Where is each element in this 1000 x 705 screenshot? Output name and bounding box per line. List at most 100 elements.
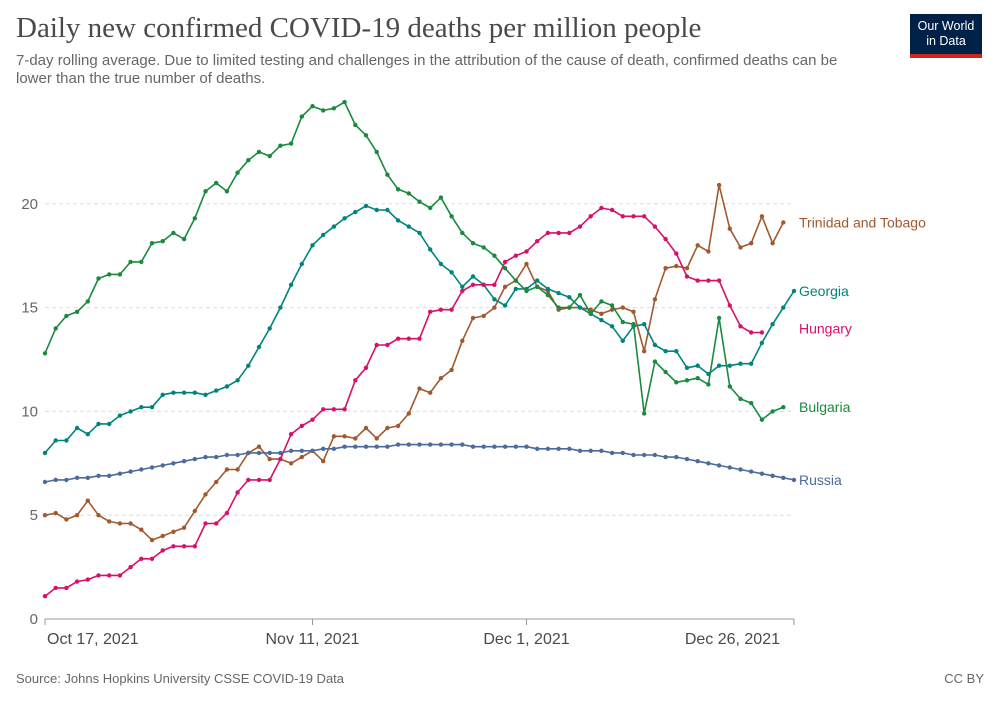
- data-point-trinidad-and-tobago-63[interactable]: [716, 182, 722, 188]
- data-point-georgia-61[interactable]: [695, 363, 700, 368]
- data-point-bulgaria-43[interactable]: [502, 266, 508, 271]
- data-point-hungary-49[interactable]: [567, 230, 572, 236]
- data-point-hungary-24[interactable]: [299, 423, 304, 429]
- data-point-hungary-22[interactable]: [278, 456, 283, 462]
- data-point-trinidad-and-tobago-58[interactable]: [663, 266, 668, 271]
- data-point-trinidad-and-tobago-60[interactable]: [684, 266, 690, 271]
- data-point-bulgaria-52[interactable]: [599, 299, 604, 304]
- data-point-hungary-54[interactable]: [620, 214, 625, 219]
- data-point-bulgaria-29[interactable]: [353, 122, 358, 128]
- data-point-hungary-66[interactable]: [749, 330, 754, 335]
- data-point-hungary-19[interactable]: [246, 477, 251, 483]
- data-point-georgia-42[interactable]: [492, 297, 497, 302]
- data-point-russia-24[interactable]: [299, 448, 304, 453]
- data-point-russia-52[interactable]: [599, 448, 604, 453]
- series-line-trinidad-and-tobago[interactable]: [44, 184, 785, 541]
- data-point-trinidad-and-tobago-62[interactable]: [706, 249, 711, 254]
- data-point-trinidad-and-tobago-15[interactable]: [203, 492, 208, 497]
- data-point-russia-12[interactable]: [171, 461, 176, 466]
- data-point-russia-7[interactable]: [117, 471, 123, 476]
- data-point-georgia-8[interactable]: [128, 409, 133, 414]
- data-point-georgia-6[interactable]: [107, 421, 112, 427]
- data-point-hungary-15[interactable]: [203, 521, 208, 526]
- data-point-russia-53[interactable]: [609, 450, 615, 456]
- data-point-bulgaria-63[interactable]: [716, 315, 722, 321]
- data-point-hungary-42[interactable]: [492, 282, 497, 287]
- data-point-georgia-3[interactable]: [74, 425, 80, 431]
- data-point-georgia-67[interactable]: [759, 340, 765, 346]
- data-point-georgia-0[interactable]: [42, 450, 48, 456]
- data-point-hungary-51[interactable]: [588, 214, 593, 219]
- data-point-georgia-64[interactable]: [727, 363, 732, 368]
- owid-logo[interactable]: Our World in Data: [910, 14, 982, 58]
- data-point-bulgaria-65[interactable]: [738, 396, 743, 402]
- data-point-russia-66[interactable]: [749, 469, 754, 474]
- data-point-trinidad-and-tobago-65[interactable]: [738, 245, 743, 250]
- data-point-bulgaria-67[interactable]: [759, 417, 765, 422]
- data-point-bulgaria-69[interactable]: [781, 405, 786, 410]
- data-point-bulgaria-19[interactable]: [246, 158, 251, 163]
- data-point-hungary-2[interactable]: [64, 585, 69, 591]
- data-point-bulgaria-57[interactable]: [652, 359, 658, 364]
- data-point-bulgaria-56[interactable]: [642, 411, 647, 416]
- data-point-trinidad-and-tobago-27[interactable]: [331, 434, 337, 439]
- data-point-georgia-47[interactable]: [545, 286, 551, 292]
- data-point-bulgaria-9[interactable]: [139, 259, 144, 265]
- data-point-hungary-43[interactable]: [502, 259, 508, 265]
- data-point-hungary-11[interactable]: [160, 548, 165, 553]
- data-point-hungary-41[interactable]: [481, 282, 486, 287]
- data-point-bulgaria-13[interactable]: [181, 236, 187, 242]
- data-point-bulgaria-18[interactable]: [235, 170, 240, 175]
- data-point-bulgaria-35[interactable]: [417, 199, 422, 204]
- data-point-russia-34[interactable]: [406, 442, 411, 447]
- data-point-hungary-20[interactable]: [256, 477, 262, 483]
- data-point-trinidad-and-tobago-29[interactable]: [353, 436, 358, 441]
- data-point-hungary-12[interactable]: [171, 544, 176, 549]
- data-point-bulgaria-31[interactable]: [374, 149, 379, 155]
- data-point-russia-49[interactable]: [567, 446, 572, 451]
- data-point-hungary-3[interactable]: [74, 579, 80, 584]
- data-point-trinidad-and-tobago-10[interactable]: [149, 537, 155, 543]
- data-point-hungary-53[interactable]: [609, 207, 615, 213]
- data-point-russia-54[interactable]: [620, 450, 625, 456]
- data-point-bulgaria-45[interactable]: [524, 288, 529, 294]
- data-point-bulgaria-51[interactable]: [588, 311, 593, 316]
- data-point-georgia-10[interactable]: [149, 405, 155, 410]
- data-point-russia-64[interactable]: [727, 465, 732, 470]
- data-point-trinidad-and-tobago-40[interactable]: [470, 315, 476, 321]
- data-point-trinidad-and-tobago-38[interactable]: [449, 367, 454, 373]
- data-point-georgia-63[interactable]: [716, 363, 722, 368]
- data-point-trinidad-and-tobago-26[interactable]: [321, 459, 326, 464]
- data-point-hungary-13[interactable]: [181, 544, 187, 549]
- data-point-russia-5[interactable]: [96, 473, 101, 478]
- data-point-bulgaria-62[interactable]: [706, 382, 711, 387]
- data-point-georgia-12[interactable]: [171, 390, 176, 395]
- data-point-bulgaria-0[interactable]: [42, 351, 48, 356]
- data-point-georgia-35[interactable]: [417, 230, 422, 236]
- data-point-trinidad-and-tobago-32[interactable]: [385, 425, 390, 431]
- data-point-bulgaria-16[interactable]: [214, 180, 219, 186]
- license-link[interactable]: CC BY: [944, 671, 984, 686]
- data-point-bulgaria-27[interactable]: [331, 106, 337, 111]
- data-point-trinidad-and-tobago-42[interactable]: [492, 305, 497, 310]
- data-point-bulgaria-39[interactable]: [460, 230, 465, 236]
- data-point-hungary-39[interactable]: [460, 288, 465, 294]
- data-point-trinidad-and-tobago-2[interactable]: [64, 517, 69, 522]
- data-point-russia-27[interactable]: [331, 446, 337, 451]
- data-point-trinidad-and-tobago-57[interactable]: [652, 297, 658, 302]
- data-point-russia-61[interactable]: [695, 459, 700, 464]
- data-point-hungary-37[interactable]: [438, 307, 444, 312]
- series-label-hungary[interactable]: Hungary: [799, 320, 852, 336]
- data-point-bulgaria-28[interactable]: [342, 99, 347, 105]
- data-point-georgia-66[interactable]: [749, 361, 754, 366]
- data-point-bulgaria-46[interactable]: [535, 284, 540, 289]
- series-line-bulgaria[interactable]: [44, 101, 784, 421]
- data-point-georgia-30[interactable]: [363, 203, 369, 209]
- data-point-russia-13[interactable]: [181, 459, 187, 464]
- data-point-georgia-21[interactable]: [267, 326, 272, 331]
- data-point-bulgaria-37[interactable]: [438, 195, 444, 200]
- data-point-russia-60[interactable]: [684, 456, 690, 462]
- data-point-hungary-55[interactable]: [631, 214, 636, 219]
- data-point-bulgaria-21[interactable]: [267, 153, 272, 159]
- data-point-trinidad-and-tobago-20[interactable]: [256, 444, 262, 449]
